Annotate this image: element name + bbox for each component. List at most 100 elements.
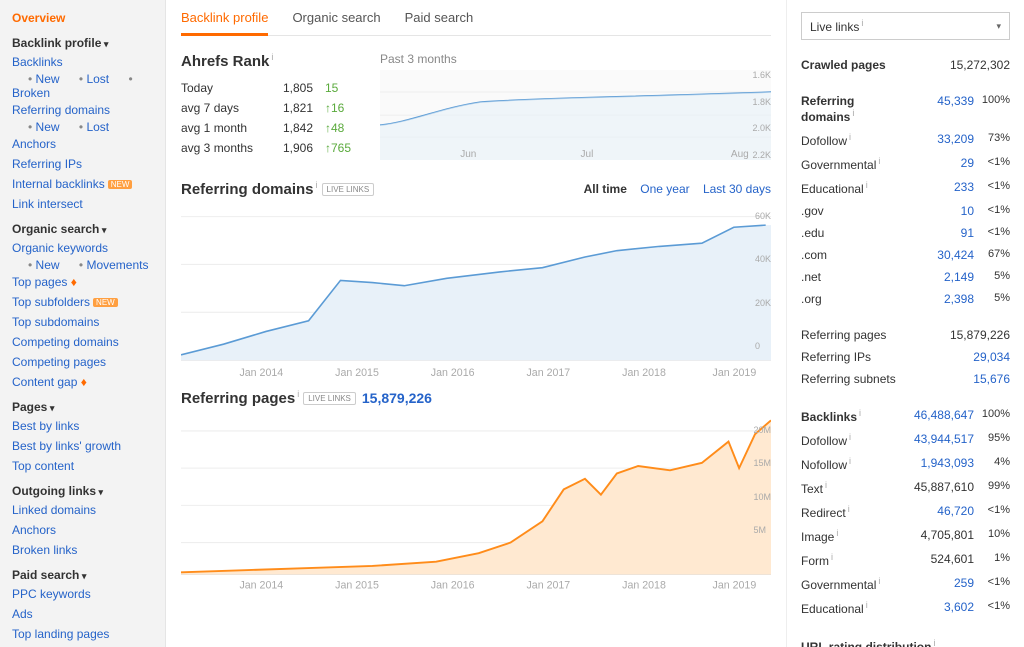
nav-competing-domains[interactable]: Competing domains [12, 332, 153, 352]
nav-competing-pages[interactable]: Competing pages [12, 352, 153, 372]
stat-value[interactable]: 1,943,093 [906, 456, 974, 472]
nav-refdom-lost[interactable]: Lost [63, 119, 109, 135]
nav-top-subdomains[interactable]: Top subdomains [12, 312, 153, 332]
info-icon[interactable]: i [878, 576, 880, 586]
stat-value[interactable]: 30,424 [906, 248, 974, 262]
info-icon[interactable]: i [933, 638, 935, 647]
nav-linked-domains[interactable]: Linked domains [12, 500, 153, 520]
stat-label: .com [801, 248, 906, 262]
stat-value[interactable]: 15,676 [973, 372, 1010, 386]
referring-domains-stats: Referring domainsi45,339100%Dofollowi33,… [801, 90, 1010, 310]
stat-value[interactable]: 43,944,517 [906, 432, 974, 448]
info-icon[interactable]: i [849, 432, 851, 442]
info-icon[interactable]: i [825, 480, 827, 490]
live-links-badge: LIVE LINKS [303, 392, 356, 405]
stat-value[interactable]: 29,034 [973, 350, 1010, 364]
live-links-badge: LIVE LINKS [322, 183, 375, 196]
referring-pages-chart: Jan 2014 Jan 2015 Jan 2016 Jan 2017 Jan … [181, 415, 771, 580]
info-icon[interactable]: i [297, 389, 299, 399]
referring-domains-title: Referring domainsi [181, 180, 318, 198]
info-icon[interactable]: i [852, 108, 854, 118]
stat-pct: 95% [974, 432, 1010, 448]
nav-backlinks[interactable]: Backlinks [12, 52, 153, 72]
info-icon[interactable]: i [849, 456, 851, 466]
stat-value[interactable]: 2,149 [906, 270, 974, 284]
stat-pct: 67% [974, 248, 1010, 262]
nav-anchors2[interactable]: Anchors [12, 520, 153, 540]
stat-row: .gov10<1% [801, 200, 1010, 222]
live-links-select[interactable]: Live linksi [801, 12, 1010, 40]
stat-value[interactable]: 2,398 [906, 292, 974, 306]
nav-org-new[interactable]: New [12, 257, 60, 273]
nav-org-movements[interactable]: Movements [63, 257, 149, 273]
nav-internal-backlinks[interactable]: Internal backlinksNEW [12, 174, 153, 194]
nav-referring-domains[interactable]: Referring domains [12, 100, 153, 120]
nav-ppc-keywords[interactable]: PPC keywords [12, 584, 153, 604]
stat-row: Dofollowi43,944,51795% [801, 428, 1010, 452]
svg-text:Jan 2014: Jan 2014 [239, 367, 283, 379]
stat-label: Backlinksi [801, 408, 906, 424]
stat-value[interactable]: 3,602 [906, 600, 974, 616]
info-icon[interactable]: i [316, 180, 318, 190]
nav-organic-keywords[interactable]: Organic keywords [12, 238, 153, 258]
nav-backlinks-lost[interactable]: Lost [63, 71, 109, 87]
info-icon[interactable]: i [848, 504, 850, 514]
nav-best-by-links[interactable]: Best by links [12, 416, 153, 436]
nav-overview[interactable]: Overview [12, 8, 153, 28]
stat-value[interactable]: 10 [906, 204, 974, 218]
stat-label: Governmentali [801, 576, 906, 592]
nav-header-paid-search[interactable]: Paid search [12, 560, 153, 584]
stat-value[interactable]: 45,339 [906, 94, 974, 124]
stat-value[interactable]: 91 [906, 226, 974, 240]
info-icon[interactable]: i [836, 528, 838, 538]
info-icon[interactable]: i [859, 408, 861, 418]
stat-label: Texti [801, 480, 906, 496]
stat-value[interactable]: 46,720 [906, 504, 974, 520]
nav-header-backlink-profile[interactable]: Backlink profile [12, 28, 153, 52]
rank-table: Today1,80515 avg 7 days1,821↑16 avg 1 mo… [181, 78, 360, 158]
info-icon[interactable]: i [271, 52, 273, 62]
nav-best-by-links-growth[interactable]: Best by links' growth [12, 436, 153, 456]
nav-broken-links[interactable]: Broken links [12, 540, 153, 560]
tab-organic-search[interactable]: Organic search [292, 10, 380, 35]
filter-one-year[interactable]: One year [640, 182, 689, 196]
stat-pct: 73% [974, 132, 1010, 148]
nav-top-subfolders[interactable]: Top subfoldersNEW [12, 292, 153, 312]
stat-label: Nofollowi [801, 456, 906, 472]
stat-row: Formi524,6011% [801, 548, 1010, 572]
filter-last-30[interactable]: Last 30 days [703, 182, 771, 196]
nav-ads[interactable]: Ads [12, 604, 153, 624]
nav-header-organic-search[interactable]: Organic search [12, 214, 153, 238]
tab-paid-search[interactable]: Paid search [405, 10, 474, 35]
nav-referring-ips[interactable]: Referring IPs [12, 154, 153, 174]
stat-value[interactable]: 233 [906, 180, 974, 196]
svg-text:Aug: Aug [731, 149, 749, 160]
stat-row: Referring pages15,879,226 [801, 324, 1010, 346]
info-icon[interactable]: i [866, 600, 868, 610]
nav-top-landing-pages[interactable]: Top landing pages [12, 624, 153, 644]
stat-label: .org [801, 292, 906, 306]
stat-value[interactable]: 259 [906, 576, 974, 592]
info-icon[interactable]: i [878, 156, 880, 166]
stat-value[interactable]: 46,488,647 [906, 408, 974, 424]
stat-value: 15,879,226 [950, 328, 1010, 342]
nav-refdom-new[interactable]: New [12, 119, 60, 135]
stat-row: Educationali233<1% [801, 176, 1010, 200]
right-panel: Live linksi Crawled pages15,272,302 Refe… [786, 0, 1024, 647]
nav-link-intersect[interactable]: Link intersect [12, 194, 153, 214]
info-icon[interactable]: i [866, 180, 868, 190]
tab-backlink-profile[interactable]: Backlink profile [181, 10, 268, 36]
filter-all-time[interactable]: All time [584, 182, 627, 196]
nav-header-pages[interactable]: Pages [12, 392, 153, 416]
info-icon[interactable]: i [849, 132, 851, 142]
nav-top-pages[interactable]: Top pages ♦ [12, 272, 153, 292]
nav-top-content[interactable]: Top content [12, 456, 153, 476]
stat-row: Governmentali29<1% [801, 152, 1010, 176]
nav-content-gap[interactable]: Content gap ♦ [12, 372, 153, 392]
info-icon[interactable]: i [831, 552, 833, 562]
nav-anchors[interactable]: Anchors [12, 134, 153, 154]
stat-value[interactable]: 33,209 [906, 132, 974, 148]
stat-value[interactable]: 29 [906, 156, 974, 172]
nav-header-outgoing-links[interactable]: Outgoing links [12, 476, 153, 500]
svg-text:Jan 2014: Jan 2014 [239, 579, 283, 590]
